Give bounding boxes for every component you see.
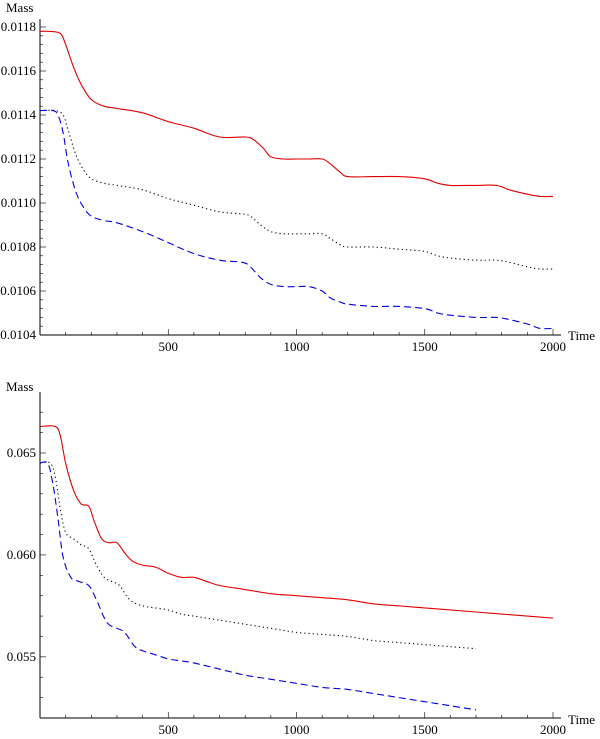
y-tick-label: 0.065	[7, 445, 36, 460]
chart-panel-1: 500 1000 1500 2000 0.0104 0.0106 0.0108 0.0110 0…	[0, 0, 595, 354]
y-tick-label: 0.0106	[0, 283, 36, 298]
y-axis-title: Mass	[6, 0, 33, 15]
series-line-dashed	[39, 109, 554, 330]
y-axis-title: Mass	[6, 379, 33, 394]
x-tick-label: 1500	[412, 722, 438, 737]
x-tick-label: 1000	[284, 722, 310, 737]
x-tick-label: 500	[159, 339, 179, 354]
series-line-dashed	[39, 461, 477, 711]
chart-panel-2: 500 1000 1500 2000 0.055 0.060 0.065 Time Mass	[6, 379, 595, 737]
x-tick-label: 2000	[540, 722, 566, 737]
y-tick-label: 0.0112	[1, 151, 36, 166]
series-line-solid	[39, 425, 554, 619]
y-tick-label: 0.0114	[1, 107, 37, 122]
y-tick-label: 0.0108	[0, 239, 36, 254]
x-tick-label: 1500	[412, 339, 438, 354]
y-tick-label: 0.060	[7, 547, 36, 562]
y-tick-label: 0.0110	[1, 195, 36, 210]
x-axis-title: Time	[568, 712, 595, 727]
series-line-dotted	[39, 461, 477, 650]
x-tick-label: 2000	[540, 339, 566, 354]
y-tick-label: 0.0116	[1, 63, 37, 78]
x-axis-title: Time	[568, 328, 595, 343]
y-tick-label: 0.0118	[1, 19, 36, 34]
x-tick-label: 1000	[284, 339, 310, 354]
y-tick-label: 0.0104	[0, 327, 36, 342]
y-tick-label: 0.055	[7, 649, 36, 664]
x-tick-label: 500	[159, 722, 179, 737]
series-line-dotted	[39, 109, 554, 270]
series-line-solid	[39, 30, 554, 198]
